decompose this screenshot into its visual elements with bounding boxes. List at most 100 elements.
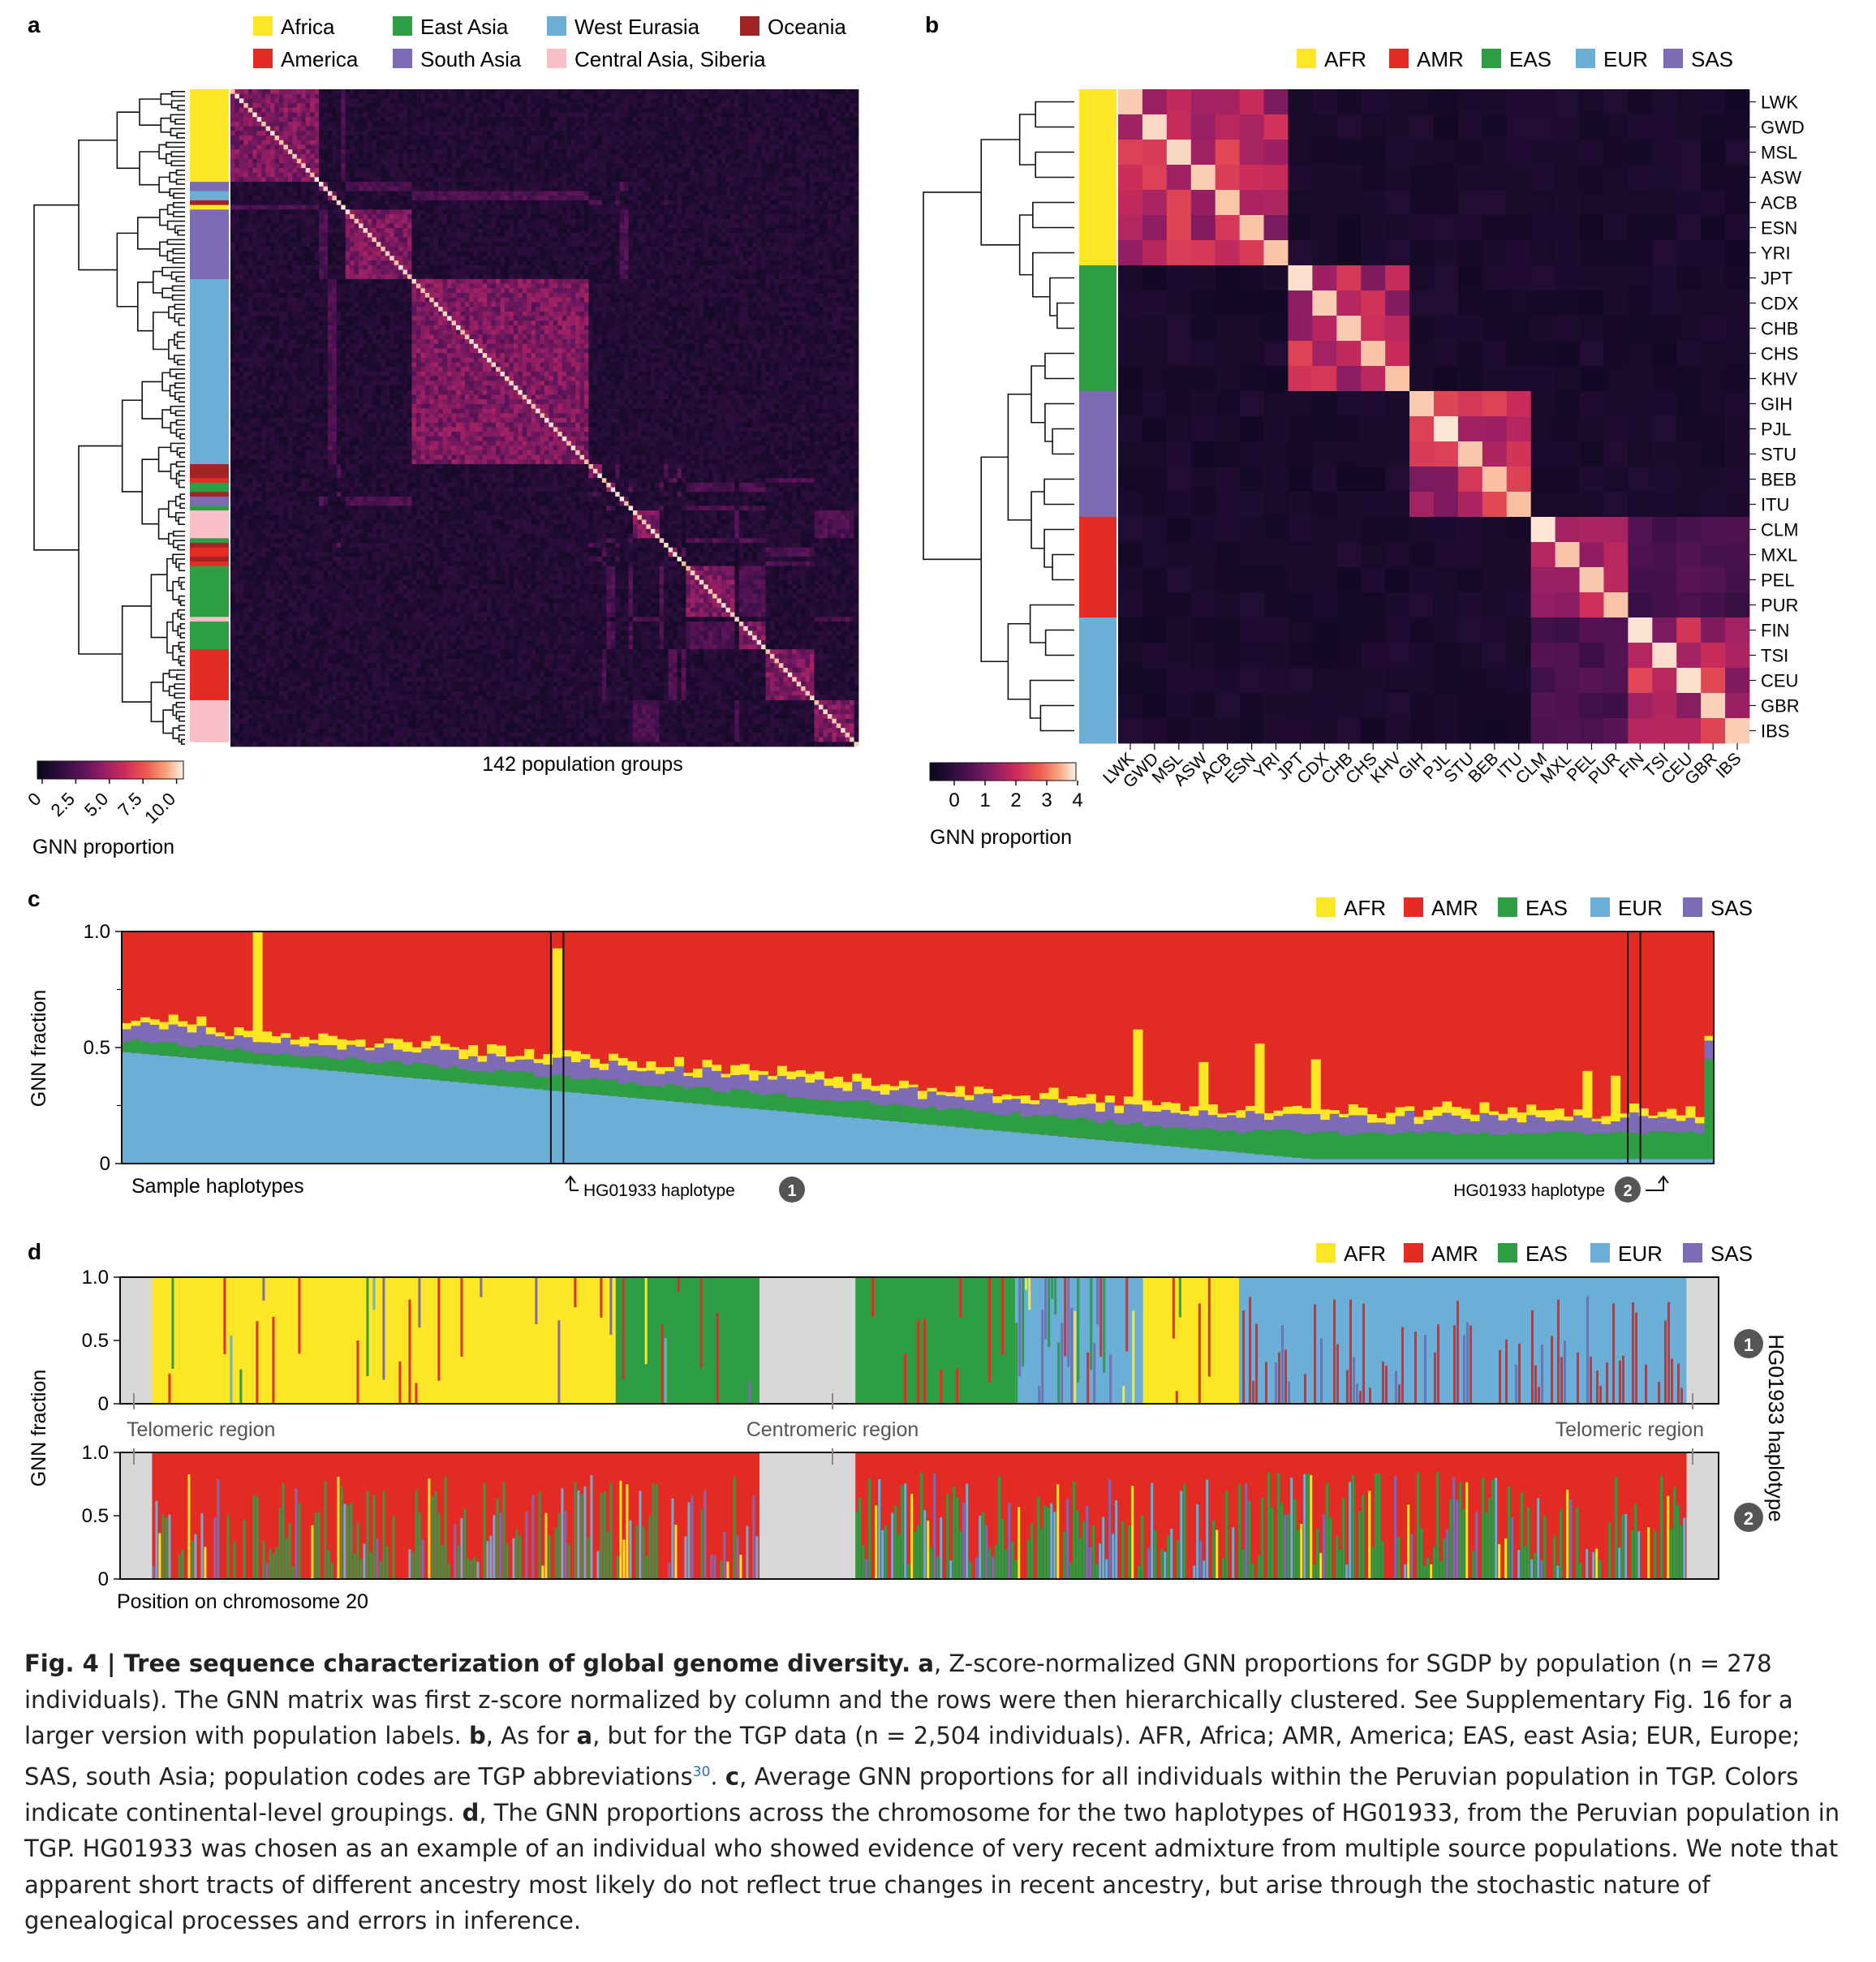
- cell-a: [854, 209, 859, 214]
- cell-a: [279, 168, 284, 173]
- cell-a: [602, 200, 607, 205]
- cell-a: [434, 140, 439, 145]
- cell-a: [854, 200, 859, 205]
- cell-a: [699, 238, 704, 243]
- cell-a: [350, 233, 355, 238]
- cell-a: [398, 113, 403, 118]
- cell-a: [536, 127, 540, 131]
- cell-a: [757, 89, 762, 94]
- cell-a: [323, 223, 328, 228]
- cell-a: [403, 196, 408, 200]
- cell-a: [779, 214, 784, 219]
- cell-a: [416, 144, 421, 149]
- cell-a: [407, 173, 412, 178]
- cell-a: [411, 136, 416, 140]
- cell-a: [761, 200, 766, 205]
- cell-a: [492, 113, 497, 118]
- cell-a: [854, 89, 859, 94]
- cell-a: [686, 98, 691, 103]
- cell-a: [615, 168, 620, 173]
- cell-a: [341, 214, 346, 219]
- cell-a: [248, 113, 253, 118]
- cell-a: [752, 149, 757, 154]
- cell-a: [257, 122, 262, 127]
- cell-a: [270, 168, 275, 173]
- group-bar-18: [190, 561, 229, 566]
- cell-a: [346, 159, 351, 164]
- cell-a: [505, 154, 510, 159]
- cell-a: [420, 127, 425, 131]
- cell-a: [315, 136, 320, 140]
- cell-a: [465, 103, 470, 108]
- cell-a: [234, 209, 239, 214]
- cell-a: [509, 94, 514, 99]
- cell-a: [734, 149, 739, 154]
- cell-a: [553, 187, 558, 191]
- cell-a: [678, 173, 682, 178]
- cell-a: [337, 89, 342, 94]
- cell-a: [514, 113, 518, 118]
- cell-a: [429, 191, 434, 196]
- cell-a: [734, 108, 739, 113]
- cell-a: [359, 108, 364, 113]
- cell-a: [633, 205, 638, 210]
- cell-a: [500, 223, 505, 228]
- dendro-a-branch: [169, 501, 176, 517]
- cell-a: [544, 131, 549, 136]
- cell-a: [580, 117, 585, 122]
- cell-a: [783, 228, 788, 233]
- cell-a: [673, 127, 678, 131]
- dendro-a-branch: [176, 497, 181, 506]
- cell-a: [394, 228, 399, 233]
- cell-a: [429, 238, 434, 243]
- cell-a: [239, 131, 244, 136]
- cell-a: [806, 89, 811, 94]
- cell-a: [660, 136, 665, 140]
- cell-a: [310, 140, 315, 145]
- cell-a: [766, 205, 771, 210]
- cell-a: [385, 113, 390, 118]
- cell-a: [593, 187, 598, 191]
- cell-a: [505, 89, 510, 94]
- cell-a: [770, 163, 775, 168]
- cell-a: [252, 177, 257, 182]
- cell-a: [580, 108, 585, 113]
- cell-a: [332, 144, 337, 149]
- cell-a: [429, 228, 434, 233]
- cell-a: [806, 200, 811, 205]
- cell-a: [411, 94, 416, 99]
- cell-a: [332, 131, 337, 136]
- cell-a: [823, 187, 828, 191]
- cell-a: [385, 223, 390, 228]
- cell-a: [712, 173, 717, 178]
- cell-a: [597, 177, 602, 182]
- cell-a: [438, 173, 443, 178]
- cell-a: [615, 122, 620, 127]
- cell-a: [474, 136, 479, 140]
- cell-a: [734, 98, 739, 103]
- cell-a: [774, 117, 779, 122]
- dendro-a-branch: [174, 304, 179, 309]
- cell-a: [323, 168, 328, 173]
- cell-a: [854, 149, 859, 154]
- cell-a: [717, 200, 722, 205]
- cell-a: [531, 205, 536, 210]
- cell-a: [699, 209, 704, 214]
- cell-a: [611, 103, 616, 108]
- cell-a: [368, 209, 372, 214]
- cell-a: [434, 214, 439, 219]
- cell-a: [774, 168, 779, 173]
- cell-a: [602, 196, 607, 200]
- cell-a: [337, 182, 342, 187]
- cell-a: [557, 89, 562, 94]
- cell-a: [704, 149, 708, 154]
- cell-a: [505, 219, 510, 224]
- cell-a: [452, 173, 457, 178]
- cell-a: [593, 159, 598, 164]
- cell-a: [730, 233, 735, 238]
- cell-a: [443, 223, 448, 228]
- cell-a: [748, 131, 753, 136]
- cell-a: [328, 205, 333, 210]
- cell-a: [389, 182, 394, 187]
- cell-a: [297, 108, 302, 113]
